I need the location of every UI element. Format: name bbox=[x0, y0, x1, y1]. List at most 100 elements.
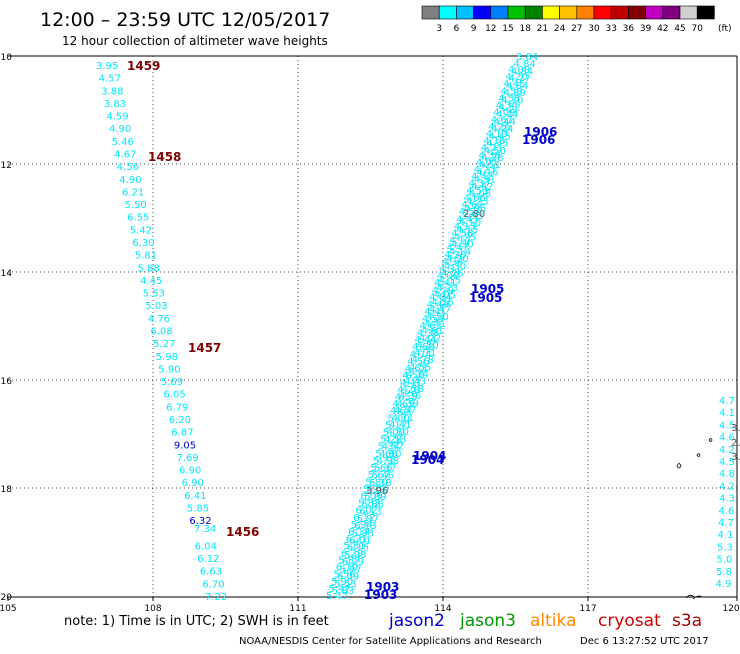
swh-value-label: 4.20 bbox=[444, 250, 466, 261]
swh-value-label: 5.8 bbox=[716, 567, 732, 578]
swh-value-label: 4.52 bbox=[499, 103, 521, 114]
swh-value-label: 4.44 bbox=[494, 117, 516, 128]
swh-value-label: 4.69 bbox=[392, 399, 414, 410]
swh-value-label: 3.88 bbox=[101, 86, 123, 97]
time-label: 1904 bbox=[411, 453, 444, 467]
swh-value-label: 4.7 bbox=[718, 518, 734, 529]
swh-value-label: 4.63 bbox=[420, 321, 442, 332]
legend-color-swatch bbox=[490, 5, 509, 20]
swh-value-label: 5.46 bbox=[112, 137, 134, 148]
swh-value-label: 6.14 bbox=[348, 527, 370, 538]
lon-tick-label: 105 bbox=[0, 604, 17, 614]
swh-value-label: 4.5 bbox=[719, 457, 735, 468]
swh-value-label: 4.34 bbox=[496, 101, 518, 112]
swh-value-label: 4.45 bbox=[140, 276, 162, 287]
swh-value-label: 4.45 bbox=[503, 79, 525, 90]
swh-value-label: 4.31 bbox=[474, 175, 496, 186]
legend-color-swatch bbox=[696, 5, 715, 20]
swh-value-label: 4.23 bbox=[436, 283, 458, 294]
legend-unit-label: (ft) bbox=[718, 24, 732, 34]
swh-value-label: 5.71 bbox=[373, 456, 395, 467]
legend-tick-label: 18 bbox=[519, 24, 531, 34]
swh-value-label: 7.69 bbox=[177, 453, 199, 464]
swh-value-label: 4.37 bbox=[469, 179, 491, 190]
swh-value-label: 4.59 bbox=[422, 314, 444, 325]
legend-tick-label: 36 bbox=[623, 24, 635, 34]
swh-value-label: 4.50 bbox=[427, 312, 449, 323]
legend-color-swatch bbox=[662, 5, 681, 20]
swh-value-label: 4.64 bbox=[390, 406, 412, 417]
swh-value-label: 5.3 bbox=[717, 542, 733, 553]
swh-value-label: 4.25 bbox=[454, 232, 476, 243]
swh-value-label: 5.42 bbox=[130, 225, 152, 236]
swh-value-label: 6.21 bbox=[346, 534, 368, 545]
legend-color-swatch bbox=[628, 5, 646, 20]
island-shape bbox=[696, 453, 701, 457]
coastline-shape bbox=[685, 594, 695, 600]
swh-value-label: 5.27 bbox=[153, 339, 175, 350]
swh-value-label: 4.60 bbox=[387, 427, 409, 438]
footer-credit: NOAA/NESDIS Center for Satellite Applica… bbox=[239, 636, 542, 647]
swh-value-label: 4.06 bbox=[464, 204, 486, 215]
swh-value-label: 5.85 bbox=[187, 504, 209, 515]
swh-value-label: 4.41 bbox=[424, 307, 446, 318]
swh-value-label: 4.49 bbox=[427, 300, 449, 311]
time-label: 1906 bbox=[522, 133, 555, 147]
legend-tick-label: 9 bbox=[471, 24, 477, 34]
lon-tick-label: 117 bbox=[579, 604, 596, 614]
lat-tick-label: 14 bbox=[1, 269, 13, 279]
swh-value-label: 6.41 bbox=[184, 491, 206, 502]
swh-value-label: 6.02 bbox=[356, 506, 378, 517]
footer-note: note: 1) Time is in UTC; 2) SWH is in fe… bbox=[64, 614, 329, 629]
legend-color-swatch bbox=[473, 5, 492, 20]
swh-value-label: 4.47 bbox=[447, 243, 469, 254]
legend-color-swatch bbox=[438, 5, 457, 20]
swh-value-label: 4.10 bbox=[459, 218, 481, 229]
legend-color-swatch bbox=[559, 5, 578, 20]
swh-value-label: 5.53 bbox=[335, 579, 357, 590]
swh-value-label: 6.90 bbox=[179, 466, 201, 477]
swh-value-label: 4.36 bbox=[399, 391, 421, 402]
swh-value-label: 4.78 bbox=[412, 355, 434, 366]
gray-swh-value: 3.96 bbox=[366, 486, 388, 497]
swh-value-label: 5.17 bbox=[385, 420, 407, 431]
swh-value-label: 4.84 bbox=[506, 81, 528, 92]
swh-value-label: 6.01 bbox=[349, 536, 371, 547]
swh-value-label: 6.90 bbox=[182, 478, 204, 489]
swh-value-label: 4.09 bbox=[493, 108, 515, 119]
swh-value-label: 4.84 bbox=[514, 59, 536, 70]
coastline-shape bbox=[695, 595, 703, 598]
swh-value-label: 4.06 bbox=[464, 193, 486, 204]
swh-value-label: 6.20 bbox=[169, 415, 191, 426]
edge-gray-values: 3. 2. 3. bbox=[731, 423, 740, 463]
altimeter-track-west: 3.954.573.883.834.594.905.464.674.564.90… bbox=[96, 61, 227, 603]
legend-tick-label: 39 bbox=[640, 24, 652, 34]
island-shape bbox=[708, 438, 713, 442]
swh-value-label: 4.2 bbox=[719, 445, 735, 456]
swh-value-label: 4.13 bbox=[486, 129, 508, 140]
altimeter-track-east-a: 3.844.844.844.774.844.894.704.524.444.44… bbox=[332, 52, 538, 597]
swh-value-label: 3.95 bbox=[96, 61, 118, 72]
swh-value-label: 5.93 bbox=[344, 550, 366, 561]
swh-value-label: 6.70 bbox=[202, 579, 224, 590]
swh-value-label: 5.98 bbox=[156, 352, 178, 363]
legend-color-swatch bbox=[645, 5, 664, 20]
swh-value-label: 4.53 bbox=[384, 435, 406, 446]
lon-tick-label: 111 bbox=[289, 604, 306, 614]
swh-value-label: 4.56 bbox=[407, 356, 429, 367]
swh-value-label: 5.88 bbox=[138, 263, 160, 274]
swh-value-label: 4.6 bbox=[719, 506, 735, 517]
swh-value-label: 5.50 bbox=[125, 200, 147, 211]
gray-swh-value: 3. bbox=[731, 423, 740, 434]
swh-value-label: 5.60 bbox=[375, 449, 397, 460]
time-label: 1905 bbox=[471, 282, 504, 296]
swh-value-label: 6.87 bbox=[171, 428, 193, 439]
swh-value-label: 4.17 bbox=[449, 236, 471, 247]
swh-value-label: 4.35 bbox=[486, 139, 508, 150]
lat-tick-label: 16 bbox=[1, 377, 13, 387]
swh-value-label: 4.15 bbox=[456, 225, 478, 236]
swh-value-label: 4.22 bbox=[419, 333, 441, 344]
swh-value-label: 4.90 bbox=[379, 449, 401, 460]
swh-value-label: 4.05 bbox=[434, 290, 456, 301]
